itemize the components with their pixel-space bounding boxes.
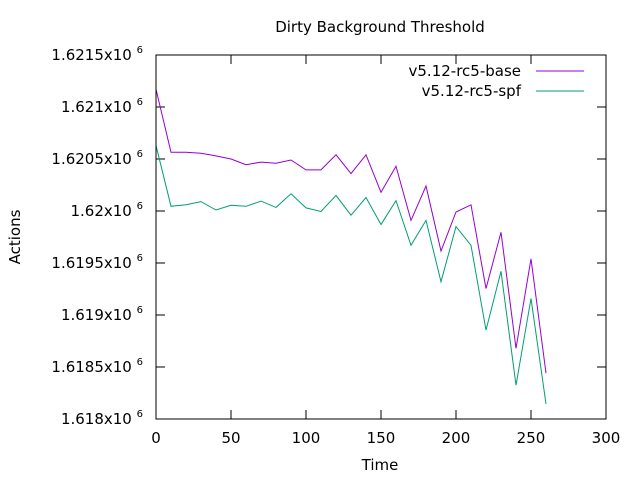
x-tick-label: 250 xyxy=(517,429,546,447)
x-tick-label: 200 xyxy=(442,429,471,447)
y-tick-label: 1.618x10 6 xyxy=(61,409,143,428)
plot-frame xyxy=(155,54,607,420)
y-axis-ticks: 1.618x10 6 1.6185x10 6 1.619x10 6 1.6195x10… xyxy=(51,45,606,428)
plot-lines xyxy=(155,89,547,404)
y-tick-label: 1.62x10 6 xyxy=(70,201,143,220)
y-tick-label: 1.6205x10 6 xyxy=(51,149,143,168)
x-tick-label: 100 xyxy=(292,429,321,447)
y-tick-label: 1.619x10 6 xyxy=(61,305,143,324)
chart-title: Dirty Background Threshold xyxy=(275,18,485,36)
x-tick-label: 150 xyxy=(367,429,396,447)
y-tick-label: 1.6195x10 6 xyxy=(51,253,143,272)
x-axis-label: Time xyxy=(361,456,399,474)
y-axis-label: Actions xyxy=(6,209,24,264)
x-tick-label: 50 xyxy=(221,429,240,447)
y-tick-label: 1.6185x10 6 xyxy=(51,357,143,376)
series-line-1 xyxy=(155,145,547,404)
x-tick-label: 300 xyxy=(592,429,621,447)
y-tick-label: 1.6215x10 6 xyxy=(51,45,143,64)
legend: v5.12-rc5-base v5.12-rc5-spf xyxy=(409,62,584,100)
x-tick-label: 0 xyxy=(151,429,161,447)
legend-label-base: v5.12-rc5-base xyxy=(409,62,522,80)
legend-label-spf: v5.12-rc5-spf xyxy=(422,82,522,100)
y-tick-label: 1.621x10 6 xyxy=(61,97,143,116)
x-axis-ticks: 0 50 100 150 200 250 300 xyxy=(151,55,620,447)
series-line-0 xyxy=(155,89,547,374)
